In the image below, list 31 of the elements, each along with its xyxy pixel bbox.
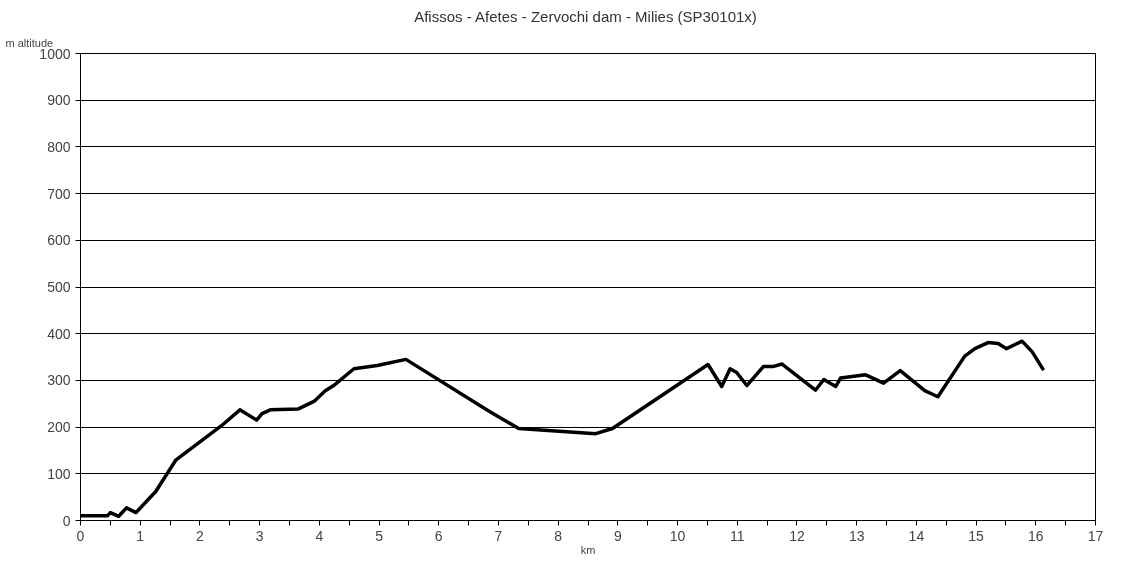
y-tick-label: 900 (47, 92, 71, 109)
x-tick-label: 17 (1087, 527, 1104, 544)
x-axis-title: km (580, 543, 596, 556)
chart-title: Afissos - Afetes - Zervochi dam - Milies (SP30101x) (414, 7, 757, 25)
x-tick-label: 0 (76, 527, 85, 544)
y-tick-label: 500 (47, 279, 71, 295)
x-tick-label: 8 (554, 527, 563, 544)
y-tick-label: 700 (47, 185, 71, 202)
x-tick-label: 12 (789, 527, 805, 544)
x-tick-label: 10 (669, 527, 686, 544)
x-tick-label: 16 (1028, 527, 1044, 544)
y-tick-label: 300 (47, 372, 71, 389)
y-tick-label: 200 (47, 419, 71, 436)
y-axis-title: m altitude (5, 36, 54, 49)
x-tick-label: 2 (196, 527, 205, 544)
x-tick-label: 7 (494, 527, 503, 544)
y-tick-label: 100 (47, 465, 71, 482)
x-tick-label: 4 (315, 527, 324, 544)
x-tick-label: 6 (434, 527, 443, 544)
x-tick-label: 13 (848, 527, 865, 544)
x-tick-label: 11 (730, 527, 745, 544)
x-tick-label: 9 (613, 527, 622, 544)
y-tick-label: 0 (62, 512, 71, 529)
x-tick-label: 1 (136, 527, 145, 544)
x-tick-label: 15 (968, 527, 985, 544)
x-tick-label: 14 (908, 527, 925, 544)
y-tick-label: 400 (47, 325, 71, 342)
x-tick-label: 3 (255, 527, 264, 544)
y-tick-label: 600 (47, 232, 71, 249)
x-tick-label: 5 (375, 527, 384, 544)
y-tick-label: 800 (47, 138, 71, 155)
